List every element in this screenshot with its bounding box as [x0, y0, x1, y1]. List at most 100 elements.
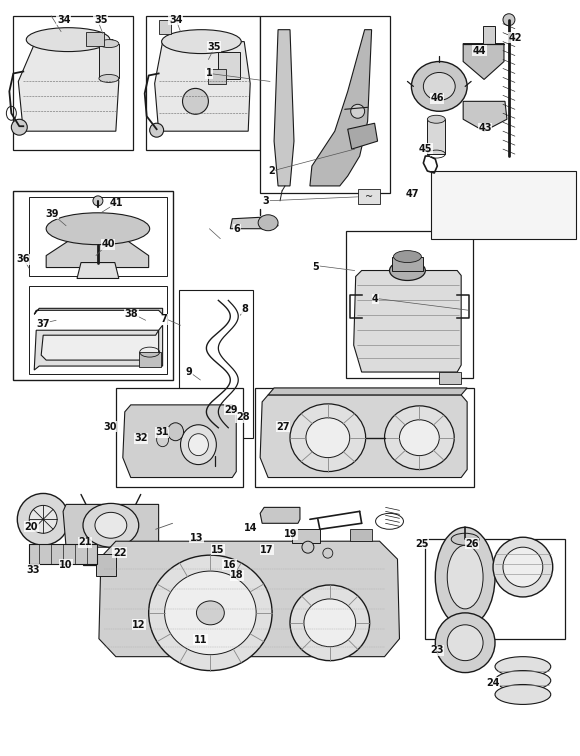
Text: 39: 39 — [45, 209, 59, 219]
Bar — [159, 20, 171, 34]
Text: 9: 9 — [186, 367, 193, 377]
Bar — [13, 16, 133, 150]
Text: ~: ~ — [365, 192, 373, 202]
Ellipse shape — [209, 465, 222, 475]
Polygon shape — [260, 507, 300, 523]
Ellipse shape — [493, 538, 553, 597]
Bar — [96, 554, 116, 576]
Text: 37: 37 — [36, 319, 50, 329]
Text: 36: 36 — [17, 254, 30, 264]
Text: 34: 34 — [57, 15, 71, 25]
Ellipse shape — [165, 571, 256, 655]
Text: 12: 12 — [132, 620, 146, 630]
Polygon shape — [19, 39, 119, 132]
Text: 38: 38 — [125, 309, 138, 319]
Polygon shape — [230, 217, 278, 229]
Ellipse shape — [201, 440, 229, 456]
Bar — [146, 16, 260, 150]
Text: 32: 32 — [135, 433, 148, 443]
Text: 10: 10 — [59, 559, 72, 569]
Text: 19: 19 — [284, 529, 298, 540]
Text: 24: 24 — [487, 677, 500, 688]
Ellipse shape — [447, 624, 483, 661]
Bar — [427, 119, 445, 154]
Ellipse shape — [427, 115, 445, 123]
Text: 45: 45 — [419, 144, 433, 153]
Ellipse shape — [183, 88, 208, 114]
Text: 3: 3 — [262, 197, 269, 206]
Ellipse shape — [26, 28, 110, 51]
Text: 25: 25 — [415, 538, 429, 549]
Text: 41: 41 — [110, 198, 124, 209]
Ellipse shape — [17, 494, 69, 545]
Polygon shape — [310, 29, 372, 186]
Text: 11: 11 — [194, 635, 207, 645]
Bar — [260, 16, 390, 193]
Bar — [29, 197, 166, 277]
Ellipse shape — [290, 585, 369, 661]
Text: 1: 1 — [206, 68, 212, 79]
Ellipse shape — [385, 406, 454, 469]
Text: 28: 28 — [236, 412, 249, 422]
Text: 27: 27 — [276, 422, 290, 432]
Ellipse shape — [400, 420, 439, 456]
Bar — [179, 290, 253, 438]
Ellipse shape — [451, 533, 479, 545]
Polygon shape — [99, 541, 400, 657]
Ellipse shape — [306, 418, 350, 457]
Text: 43: 43 — [478, 123, 492, 133]
Text: 33: 33 — [26, 565, 40, 575]
Ellipse shape — [99, 74, 119, 82]
Ellipse shape — [351, 104, 365, 118]
Ellipse shape — [188, 434, 208, 456]
Polygon shape — [268, 388, 467, 395]
Text: 2: 2 — [268, 166, 275, 176]
Ellipse shape — [495, 657, 551, 677]
Bar — [13, 191, 173, 380]
Text: 8: 8 — [241, 304, 248, 314]
Ellipse shape — [197, 601, 224, 624]
Bar — [346, 231, 473, 378]
Text: 5: 5 — [313, 262, 320, 271]
Ellipse shape — [503, 547, 543, 587]
Ellipse shape — [168, 423, 183, 441]
Bar — [292, 529, 320, 544]
Polygon shape — [260, 395, 467, 478]
Text: 40: 40 — [102, 239, 115, 249]
Ellipse shape — [495, 671, 551, 690]
Polygon shape — [463, 44, 504, 79]
Bar — [139, 352, 161, 367]
Text: 42: 42 — [508, 33, 522, 43]
Bar — [86, 32, 104, 45]
Ellipse shape — [423, 73, 455, 101]
Text: 46: 46 — [430, 93, 444, 103]
Ellipse shape — [290, 404, 365, 472]
Ellipse shape — [83, 503, 139, 547]
Text: 31: 31 — [155, 427, 169, 437]
Ellipse shape — [390, 261, 425, 280]
Text: 18: 18 — [230, 570, 244, 580]
Polygon shape — [34, 308, 162, 314]
Text: 21: 21 — [78, 537, 92, 547]
Text: 47: 47 — [405, 189, 419, 199]
Bar — [116, 388, 243, 488]
Ellipse shape — [93, 196, 103, 206]
Text: 17: 17 — [260, 544, 274, 555]
Polygon shape — [463, 101, 507, 132]
Ellipse shape — [150, 123, 164, 137]
Text: 14: 14 — [244, 523, 258, 534]
Polygon shape — [34, 325, 162, 370]
Ellipse shape — [323, 548, 333, 558]
Ellipse shape — [447, 545, 483, 609]
Ellipse shape — [95, 513, 127, 538]
Polygon shape — [77, 262, 119, 278]
Bar — [425, 539, 565, 639]
Ellipse shape — [495, 684, 551, 705]
Ellipse shape — [29, 506, 57, 533]
Polygon shape — [274, 29, 294, 186]
Text: 16: 16 — [223, 559, 236, 569]
Polygon shape — [155, 42, 250, 132]
Text: 30: 30 — [103, 422, 117, 432]
Bar — [432, 171, 575, 239]
Bar — [29, 544, 97, 564]
